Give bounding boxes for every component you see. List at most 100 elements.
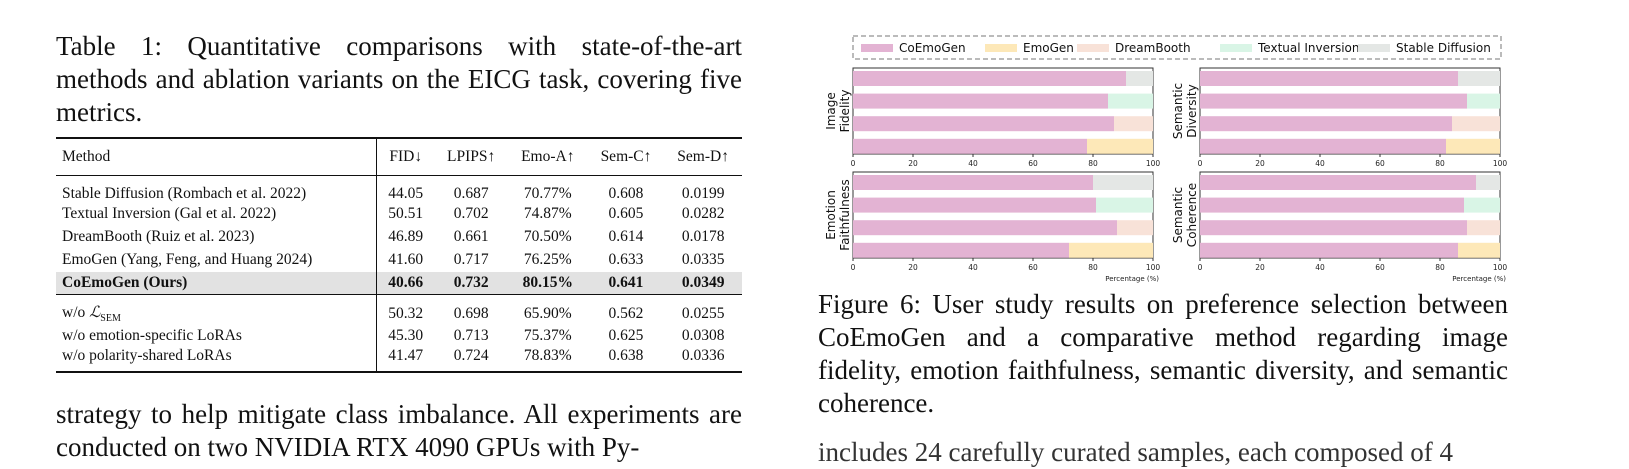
bar-coemogen (853, 242, 1069, 258)
y-axis-label: Emotion (824, 190, 838, 240)
x-tick-label: 60 (1375, 263, 1385, 272)
right-body-text: includes 24 carefully curated samples, e… (818, 437, 1454, 467)
bar-opponent (1458, 242, 1500, 258)
table-row: DreamBooth (Ruiz et al. 2023) 46.89 0.661 7… (56, 225, 742, 249)
bar-opponent (1114, 116, 1153, 132)
legend-swatch (985, 44, 1017, 52)
table-section: Table 1: Quantitative comparisons with s… (56, 30, 742, 374)
x-tick-label: 60 (1028, 263, 1038, 272)
x-tick-label: 20 (1255, 263, 1265, 272)
cell-method: EmoGen (Yang, Feng, and Huang 2024) (56, 248, 378, 272)
x-tick-label: 100 (1146, 263, 1161, 272)
cell-lpips: 0.698 (453, 304, 489, 322)
cell-sem-c: 0.562 (608, 304, 644, 322)
cell-sem-d: 0.0336 (664, 347, 742, 374)
cell-fid: 40.66 (376, 271, 435, 295)
legend-box (852, 35, 1502, 60)
cell-lpips: 0.687 (453, 184, 489, 202)
x-tick-label: 40 (1315, 263, 1325, 272)
x-tick-label: 0 (851, 159, 856, 168)
x-tick-label: 40 (968, 159, 978, 168)
cell-fid: 46.89 (388, 228, 424, 245)
x-tick-label: 20 (908, 159, 918, 168)
legend-swatch (1358, 44, 1390, 52)
x-axis-label: Percentage (%) (1105, 275, 1159, 283)
cell-sem-c: 0.641 (587, 271, 665, 295)
legend-label: EmoGen (1023, 41, 1074, 55)
cell-lpips: 0.717 (453, 251, 489, 268)
x-tick-label: 40 (1315, 159, 1325, 168)
cell-sem-c: 0.638 (587, 347, 665, 374)
legend-label: DreamBooth (1115, 41, 1191, 55)
cell-method: Stable Diffusion (Rombach et al. 2022) (56, 175, 378, 203)
cell-emo-a: 70.77% (523, 184, 572, 202)
table-row: EmoGen (Yang, Feng, and Huang 2024) 41.60… (56, 248, 742, 272)
cell-emo-a: 76.25% (523, 251, 572, 268)
y-axis-label: Fidelity (838, 90, 852, 133)
cell-sem-c: 0.614 (608, 228, 644, 245)
bar-coemogen (1200, 71, 1458, 86)
cell-sem-c: 0.605 (608, 205, 644, 222)
figure-section: CoEmoGen EmoGen DreamBooth Textual Inversio… (815, 30, 1515, 295)
table-row: Textual Inversion (Gal et al. 2022) 50.51… (56, 202, 742, 226)
table-row: Stable Diffusion (Rombach et al. 2022) 44… (56, 175, 742, 203)
cell-method: DreamBooth (Ruiz et al. 2023) (56, 225, 378, 249)
bar-coemogen (1200, 93, 1467, 109)
cell-fid: 50.51 (388, 205, 424, 222)
cell-sem-c: 0.625 (608, 326, 644, 344)
cell-sem-d: 0.0178 (681, 228, 725, 245)
legend-swatch (1220, 44, 1252, 52)
cell-fid: 41.60 (388, 251, 424, 268)
bar-opponent (1117, 220, 1153, 236)
header-fid: FID↓ (376, 137, 435, 176)
y-axis-label: Semantic (1171, 187, 1185, 243)
x-tick-label: 100 (1146, 159, 1161, 168)
cell-emo-a: 80.15% (507, 271, 588, 295)
cell-sem-c: 0.633 (608, 251, 644, 268)
y-axis-label: Semantic (1171, 83, 1185, 139)
x-tick-label: 80 (1088, 263, 1098, 272)
bar-coemogen (1200, 220, 1467, 236)
bar-opponent (1108, 93, 1153, 109)
ablation-row: w/o emotion-specific LoRAs 45.30 0.713 75.3… (56, 324, 742, 348)
bar-opponent (1087, 138, 1153, 154)
cell-fid: 44.05 (388, 184, 424, 202)
header-sem-d: Sem-D↑ (664, 137, 742, 176)
bar-coemogen (853, 220, 1117, 236)
x-tick-label: 80 (1088, 159, 1098, 168)
x-tick-label: 60 (1028, 159, 1038, 168)
table-row: CoEmoGen (Ours) 40.66 0.732 80.15% 0.641 0.03… (56, 271, 742, 295)
cell-sem-c: 0.608 (608, 184, 644, 202)
header-method: Method (56, 137, 378, 176)
x-tick-label: 100 (1493, 159, 1508, 168)
x-tick-label: 20 (908, 263, 918, 272)
header-emo-a: Emo-A↑ (507, 137, 588, 176)
cell-method: w/o emotion-specific LoRAs (56, 324, 378, 348)
results-table: Method FID↓ LPIPS↑ Emo-A↑ Sem-C↑ Sem-D↑ … (56, 137, 742, 374)
bar-opponent (1069, 242, 1153, 258)
ablation-row: w/o polarity-shared LoRAs 41.47 0.724 78.83… (56, 347, 742, 374)
x-tick-label: 40 (968, 263, 978, 272)
bar-opponent (1446, 138, 1500, 154)
bar-opponent (1464, 197, 1500, 213)
bar-coemogen (1200, 242, 1458, 258)
x-tick-label: 0 (1198, 159, 1203, 168)
bar-coemogen (853, 175, 1093, 190)
bar-coemogen (1200, 197, 1464, 213)
x-tick-label: 0 (851, 263, 856, 272)
cell-emo-a: 70.50% (523, 228, 572, 245)
main-rows: Stable Diffusion (Rombach et al. 2022) 44… (56, 175, 742, 295)
legend-label: CoEmoGen (899, 41, 966, 55)
x-axis-label: Percentage (%) (1452, 275, 1506, 283)
cell-sem-d: 0.0255 (681, 304, 725, 322)
y-axis-label: Diversity (1185, 84, 1199, 137)
loss-symbol: ℒ (89, 304, 101, 321)
cell-fid: 41.47 (376, 347, 435, 374)
legend-label: Stable Diffusion (1396, 41, 1491, 55)
cell-emo-a: 74.87% (523, 205, 572, 222)
cell-method: Textual Inversion (Gal et al. 2022) (56, 202, 378, 226)
header-lpips: LPIPS↑ (434, 137, 508, 176)
loss-subscript: SEM (100, 313, 121, 325)
y-axis-label: Image (824, 92, 838, 130)
bar-coemogen (1200, 116, 1452, 132)
